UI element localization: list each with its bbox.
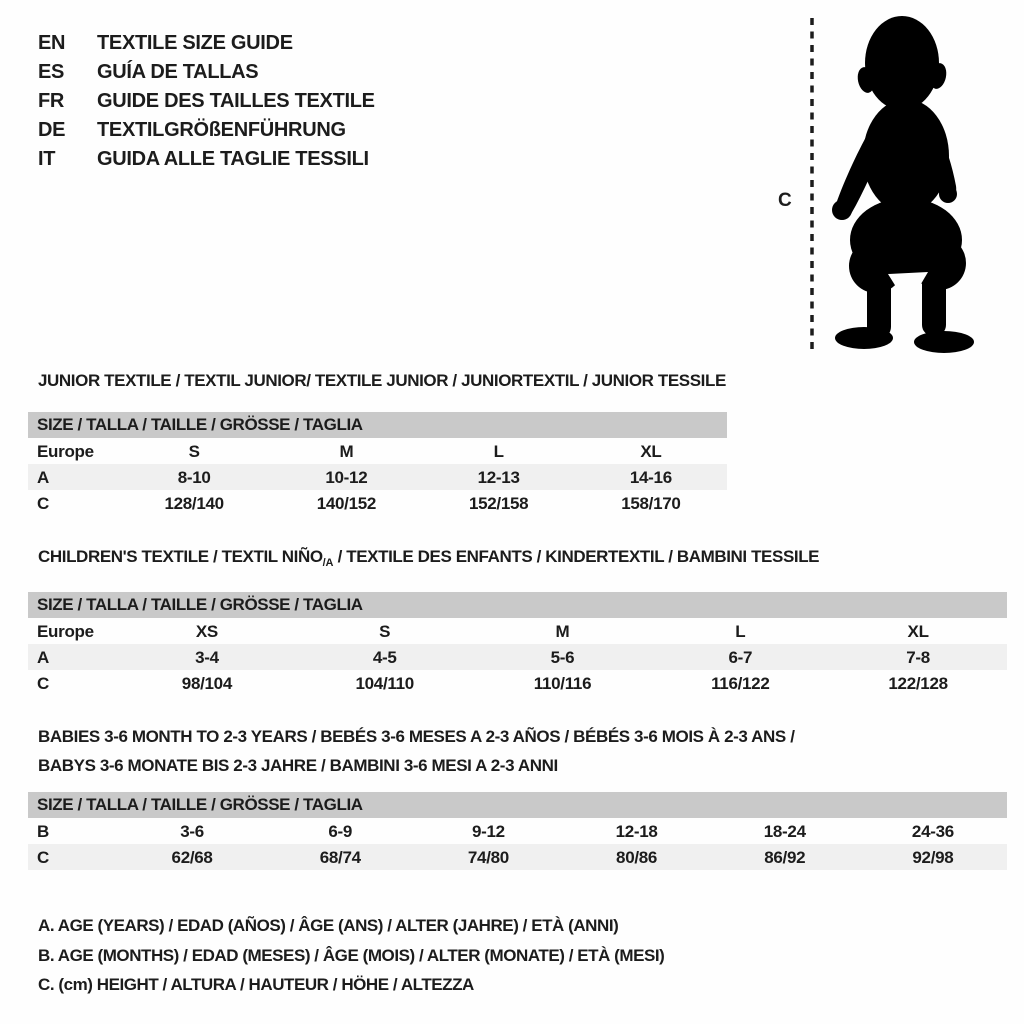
row-label: C [37, 848, 49, 867]
size-value-cell: 62/68 [171, 848, 213, 867]
size-value-cell: 12-18 [615, 822, 658, 841]
language-title-list: EN TEXTILE SIZE GUIDE ES GUÍA DE TALLAS FR GU… [38, 29, 375, 174]
table-row: A 8-10 10-12 12-13 14-16 [28, 464, 727, 490]
size-value-cell: 140/152 [316, 494, 377, 513]
size-value-cell: 152/158 [468, 494, 529, 513]
guide-title: TEXTILGRÖßENFÜHRUNG [97, 119, 346, 141]
guide-title: TEXTILE SIZE GUIDE [97, 32, 293, 54]
language-row: FR GUIDE DES TAILLES TEXTILE [38, 87, 375, 116]
size-value-cell: 128/140 [164, 494, 224, 513]
size-value-cell: 3-6 [180, 822, 204, 841]
table-row: Europe S M L XL [28, 438, 727, 464]
size-value-cell: 14-16 [629, 468, 672, 487]
size-value-cell: XS [195, 622, 218, 641]
size-value-cell: 158/170 [621, 494, 681, 513]
size-value-cell: M [555, 622, 570, 641]
size-value-cell: 6-9 [328, 822, 353, 841]
section-title-children: CHILDREN'S TEXTILE / TEXTIL NIÑO/A / TEX… [38, 542, 820, 578]
size-value-cell: M [339, 442, 354, 461]
language-row: EN TEXTILE SIZE GUIDE [38, 29, 375, 58]
table-header-bar: SIZE / TALLA / TAILLE / GRÖSSE / TAGLIA [28, 412, 727, 438]
section-title-babies: BABIES 3-6 MONTH TO 2-3 YEARS / BEBÉS 3-… [38, 722, 795, 780]
size-value-cell: 10-12 [325, 468, 368, 487]
size-value-cell: 74/80 [467, 848, 509, 867]
size-value-cell: L [735, 622, 746, 641]
table-row: C 98/104 104/110 110/116 116/122 122/128 [28, 670, 1007, 696]
table-header-bar: SIZE / TALLA / TAILLE / GRÖSSE / TAGLIA [28, 792, 1007, 818]
title-text: JUNIOR TEXTILE / TEXTIL JUNIOR/ TEXTILE … [38, 371, 726, 390]
section-title-line: BABIES 3-6 MONTH TO 2-3 YEARS / BEBÉS 3-… [38, 722, 795, 751]
legend-line: B. AGE (MONTHS) / EDAD (MESES) / ÂGE (MO… [38, 945, 665, 965]
language-row: ES GUÍA DE TALLAS [38, 58, 375, 87]
size-value-cell: S [188, 442, 200, 461]
row-label: B [37, 822, 49, 841]
title-text: / TEXTILE DES ENFANTS / KINDERTEXTIL / B… [333, 547, 820, 566]
title-text: BABYS 3-6 MONATE BIS 2-3 JAHRE / BAMBINI… [38, 756, 558, 775]
table-row: C 62/68 68/74 74/80 80/86 86/92 92/98 [28, 844, 1007, 870]
size-value-cell: 3-4 [195, 648, 219, 667]
table-row: C 128/140 140/152 152/158 158/170 [28, 490, 727, 516]
language-row: DE TEXTILGRÖßENFÜHRUNG [38, 116, 375, 145]
size-value-cell: 104/110 [355, 674, 414, 693]
size-value-cell: 4-5 [372, 648, 397, 667]
size-value-cell: 98/104 [181, 674, 233, 693]
size-value-cell: 5-6 [550, 648, 575, 667]
title-text: CHILDREN'S TEXTILE / TEXTIL NIÑO [38, 547, 323, 566]
size-value-cell: 86/92 [764, 848, 806, 867]
size-value-cell: XL [640, 442, 662, 461]
size-value-cell: XL [907, 622, 929, 641]
legend: A. AGE (YEARS) / EDAD (AÑOS) / ÂGE (ANS)… [38, 911, 665, 1000]
size-value-cell: 7-8 [906, 648, 930, 667]
size-value-cell: L [493, 442, 504, 461]
size-value-cell: 6-7 [728, 648, 753, 667]
row-label: C [37, 674, 49, 693]
language-code: EN [38, 32, 66, 54]
row-label: A [37, 648, 49, 667]
size-value-cell: 18-24 [763, 822, 806, 841]
row-label: Europe [37, 442, 94, 461]
height-measure-label: C [778, 190, 792, 211]
title-subscript: /A [322, 557, 334, 569]
guide-title: GUIDA ALLE TAGLIE TESSILI [97, 148, 369, 170]
section-title-line: BABYS 3-6 MONATE BIS 2-3 JAHRE / BAMBINI… [38, 751, 795, 780]
size-value-cell: 68/74 [319, 848, 361, 867]
legend-line: A. AGE (YEARS) / EDAD (AÑOS) / ÂGE (ANS)… [38, 916, 619, 935]
language-code: FR [38, 90, 65, 112]
size-table-children: SIZE / TALLA / TAILLE / GRÖSSE / TAGLIA … [28, 592, 1007, 696]
language-code: IT [38, 148, 56, 170]
size-table-junior: SIZE / TALLA / TAILLE / GRÖSSE / TAGLIA … [28, 412, 727, 516]
size-value-cell: 9-12 [472, 822, 505, 841]
section-title-junior: JUNIOR TEXTILE / TEXTIL JUNIOR/ TEXTILE … [38, 366, 726, 395]
table-header-bar: SIZE / TALLA / TAILLE / GRÖSSE / TAGLIA [28, 592, 1007, 618]
section-title-line: JUNIOR TEXTILE / TEXTIL JUNIOR/ TEXTILE … [38, 366, 726, 395]
baby-silhouette-graphic: C [778, 16, 974, 355]
row-label: Europe [37, 622, 94, 641]
language-code: ES [38, 61, 65, 83]
table-row: A 3-4 4-5 5-6 6-7 7-8 [28, 644, 1007, 670]
size-value-cell: 122/128 [888, 674, 948, 693]
section-title-line: CHILDREN'S TEXTILE / TEXTIL NIÑO/A / TEX… [38, 542, 820, 578]
size-value-cell: 12-13 [477, 468, 520, 487]
table-row: B 3-6 6-9 9-12 12-18 18-24 24-36 [28, 818, 1007, 844]
figure-height-measure: C [770, 8, 1006, 358]
table-row: Europe XS S M L XL [28, 618, 1007, 644]
size-value-cell: 8-10 [177, 468, 211, 487]
guide-title: GUÍA DE TALLAS [97, 61, 259, 83]
baby-silhouette-icon [832, 16, 974, 353]
size-value-cell: 110/116 [533, 674, 592, 693]
size-value-cell: 116/122 [711, 674, 770, 693]
legend-line: C. (cm) HEIGHT / ALTURA / HAUTEUR / HÖHE… [38, 975, 474, 994]
guide-title: GUIDE DES TAILLES TEXTILE [97, 90, 375, 112]
row-label: C [37, 494, 49, 513]
language-row: IT GUIDA ALLE TAGLIE TESSILI [38, 145, 375, 174]
size-value-cell: 80/86 [616, 848, 658, 867]
size-table-babies: SIZE / TALLA / TAILLE / GRÖSSE / TAGLIA … [28, 792, 1007, 870]
row-label: A [37, 468, 49, 487]
size-value-cell: 24-36 [911, 822, 954, 841]
size-value-cell: S [379, 622, 391, 641]
size-value-cell: 92/98 [912, 848, 954, 867]
title-text: BABIES 3-6 MONTH TO 2-3 YEARS / BEBÉS 3-… [38, 727, 795, 746]
language-code: DE [38, 119, 66, 141]
